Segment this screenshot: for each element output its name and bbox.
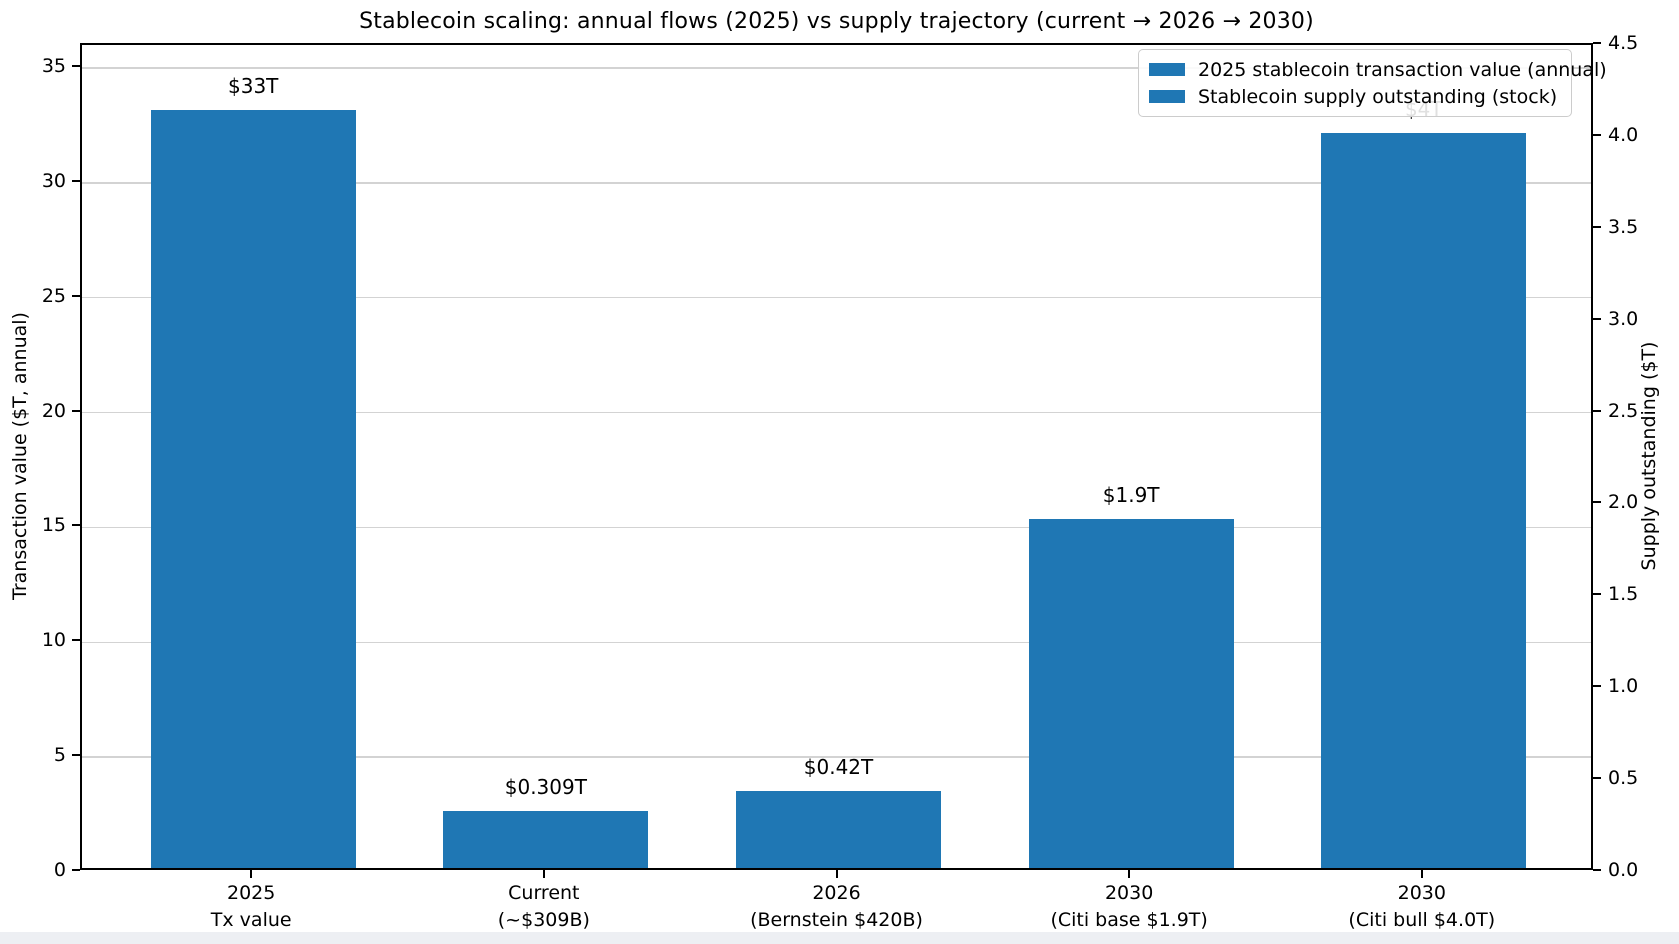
gridline [82, 641, 1591, 644]
plot-area: $33T$0.309T$0.42T$1.9T$4T [80, 43, 1593, 870]
x-axis-tick-label: 2030 (Citi bull $4.0T) [1348, 880, 1495, 934]
y-axis-tick-label-right: 1.5 [1608, 583, 1639, 606]
y-axis-tick-left [72, 409, 80, 412]
y-axis-label-right: Supply outstanding ($T) [1638, 341, 1660, 571]
gridline [82, 756, 1591, 758]
x-axis-tick [1420, 870, 1423, 878]
x-axis-tick-label-line: (Bernstein $420B) [750, 909, 923, 931]
y-axis-tick-right [1593, 42, 1601, 44]
y-axis-tick-label-right: 1.0 [1608, 675, 1639, 698]
y-axis-tick-label-right: 4.0 [1608, 123, 1639, 146]
bar [150, 109, 356, 868]
y-axis-tick-label-right: 2.5 [1608, 399, 1639, 422]
x-axis-tick [250, 870, 253, 878]
y-axis-tick-left [72, 754, 80, 757]
x-axis-tick-label-line: Current [508, 882, 580, 904]
x-axis-tick-label-line: 2026 [812, 882, 861, 904]
gridline [82, 526, 1591, 529]
y-axis-tick-right [1593, 409, 1601, 412]
bar-value-label: $0.42T [803, 754, 874, 779]
x-axis-tick-label: Current (~$309B) [498, 880, 590, 934]
y-axis-tick-label-right: 0.5 [1608, 767, 1639, 790]
y-axis-tick-label-left: 35 [41, 54, 66, 77]
y-axis-tick-right [1593, 777, 1601, 780]
chart-title: Stablecoin scaling: annual flows (2025) … [359, 9, 1314, 34]
y-axis-tick-label-right: 4.5 [1608, 32, 1639, 54]
bar [736, 790, 941, 868]
bar-value-label: $1.9T [1102, 482, 1160, 507]
legend-item-label: Stablecoin supply outstanding (stock) [1198, 85, 1558, 108]
y-axis-tick-right [1593, 133, 1601, 136]
x-axis-tick-label-line: 2025 [227, 882, 276, 904]
x-axis-tick-label-line: Tx value [210, 909, 292, 931]
gridline [82, 182, 1591, 184]
bar-value-label: $0.309T [504, 775, 587, 800]
x-axis-tick-label: 2025 Tx value [211, 880, 292, 934]
legend-item-label: 2025 stablecoin transaction value (annua… [1198, 58, 1607, 81]
bar [1321, 132, 1527, 868]
x-axis-tick [1128, 870, 1131, 878]
y-axis-tick-label-left: 10 [41, 629, 66, 652]
bar-value-label: $33T [227, 73, 279, 98]
y-axis-tick-label-right: 2.0 [1608, 491, 1639, 514]
y-axis-tick-label-right: 3.5 [1608, 215, 1639, 238]
y-axis-tick-label-left: 30 [41, 169, 66, 192]
bar [443, 811, 649, 868]
x-axis-tick-label-line: (Citi base $1.9T) [1050, 909, 1208, 931]
y-axis-tick-left [72, 294, 80, 297]
y-axis-tick-label-left: 20 [41, 399, 66, 422]
y-axis-tick-left [72, 869, 80, 871]
x-axis-tick-label-line: 2030 [1397, 882, 1446, 904]
y-axis-tick-right [1593, 501, 1601, 504]
legend-swatch [1149, 63, 1185, 76]
y-axis-tick-right [1593, 317, 1601, 320]
legend-item: Stablecoin supply outstanding (stock) [1149, 83, 1561, 110]
x-axis-tick [835, 870, 838, 878]
legend-item: 2025 stablecoin transaction value (annua… [1149, 56, 1607, 83]
y-axis-tick-left [72, 524, 80, 527]
y-axis-tick-label-right: 3.0 [1608, 307, 1639, 330]
y-axis-tick-right [1593, 869, 1601, 871]
y-axis-tick-left [72, 179, 80, 182]
y-axis-tick-label-left: 5 [53, 744, 66, 767]
x-axis-tick-label: 2026 (Bernstein $420B) [750, 880, 923, 934]
x-axis-tick-label-line: 2030 [1104, 882, 1154, 904]
gridline [82, 411, 1591, 414]
y-axis-tick-label-right: 0.0 [1608, 859, 1639, 881]
y-axis-tick-left [72, 639, 80, 642]
legend-swatch [1149, 90, 1185, 103]
y-axis-tick-right [1593, 225, 1601, 228]
y-axis-tick-label-left: 15 [41, 514, 66, 537]
y-axis-tick-left [72, 64, 80, 67]
legend: 2025 stablecoin transaction value (annua… [1138, 49, 1607, 117]
y-axis-tick-right [1593, 685, 1601, 688]
y-axis-label-left: Transaction value ($T, annual) [9, 312, 31, 600]
y-axis-tick-label-left: 25 [41, 284, 66, 307]
y-axis-tick-right [1593, 593, 1601, 596]
bar [1028, 518, 1234, 868]
x-axis-tick-label-line: (Citi bull $4.0T) [1348, 909, 1496, 931]
gridline [82, 296, 1591, 299]
x-axis-tick [542, 870, 545, 878]
y-axis-tick-label-left: 0 [53, 859, 66, 881]
window-edge-strip [0, 932, 1679, 944]
x-axis-tick-label-line: (~$309B) [497, 909, 590, 931]
x-axis-tick-label: 2030 (Citi base $1.9T) [1050, 880, 1207, 934]
gridline [82, 67, 1591, 69]
